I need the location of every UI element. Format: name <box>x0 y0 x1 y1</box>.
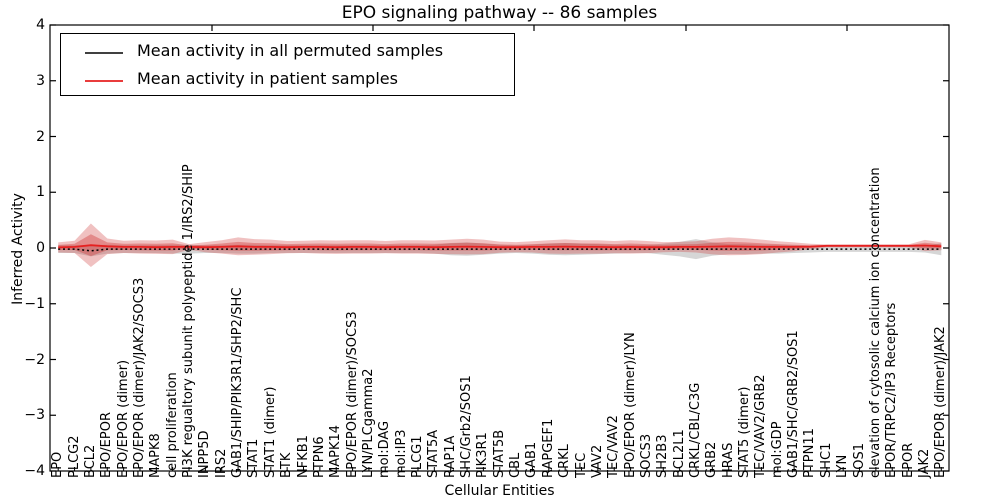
x-axis-label: Cellular Entities <box>444 483 555 499</box>
x-tick-label: EPO/EPOR (dimer)/SOCS3 <box>344 311 360 478</box>
x-tick-label: JAK2 <box>916 448 932 478</box>
x-tick-label: STAT1 <box>246 438 262 478</box>
x-tick-label: PLCG1 <box>409 435 425 478</box>
x-tick-label: STAT5A <box>426 429 442 478</box>
y-tick-label: 1 <box>36 184 45 201</box>
y-tick-label: −3 <box>24 407 45 424</box>
x-tick-label: STAT5B <box>491 429 507 478</box>
x-tick-label: EPO/EPOR <box>99 412 115 478</box>
x-tick-label: IRS2 <box>213 448 229 478</box>
x-tick-label: EPOR <box>900 442 916 478</box>
x-tick-label: PI3K regualtory subunit polypeptide 1/IR… <box>181 164 197 478</box>
chart-title: EPO signaling pathway -- 86 samples <box>341 3 658 23</box>
x-tick-label: EPO/EPOR (dimer)/LYN <box>622 332 638 478</box>
x-tick-label: elevation of cytosolic calcium ion conce… <box>867 167 883 478</box>
x-tick-label: EPO/EPOR (dimer)/JAK2 <box>933 326 949 478</box>
x-tick-label: MAPK8 <box>148 433 164 478</box>
x-tick-label: SOS1 <box>851 442 867 478</box>
x-tick-label: SHC/Grb2/SOS1 <box>459 375 475 478</box>
x-tick-label: RAPGEF1 <box>540 418 556 478</box>
x-tick-label: PIK3R1 <box>475 432 491 478</box>
x-tick-label: GAB1/SHIP/PIK3R1/SHP2/SHC <box>230 287 246 478</box>
x-tick-label: LYN/PLCgamma2 <box>360 368 376 478</box>
x-tick-label: SH2B3 <box>655 434 671 479</box>
x-tick-label: NFKB1 <box>295 435 311 478</box>
x-tick-label: EPOR/TRPC2/IP3 Receptors <box>884 302 900 478</box>
x-tick-label: BCL2L1 <box>671 429 687 478</box>
permuted-mean-line <box>58 248 942 252</box>
x-tick-label: MAPK14 <box>328 424 344 478</box>
x-tick-label: EPO/EPOR (dimer)/JAK2/SOCS3 <box>131 277 147 478</box>
y-tick-label: 4 <box>36 17 45 33</box>
y-tick-label: 2 <box>36 128 45 145</box>
x-tick-label: GAB1 <box>524 441 540 478</box>
x-tick-label: GRB2 <box>704 441 720 478</box>
x-tick-label: CBL <box>508 452 524 478</box>
legend-row-permuted: Mean activity in all permuted samples <box>61 38 514 66</box>
x-tick-label: TEC/VAV2 <box>606 415 622 478</box>
x-tick-label: mol:GDP <box>769 421 785 478</box>
x-tick-label: GAB1/SHC/GRB2/SOS1 <box>786 330 802 478</box>
x-tick-label: CRKL <box>557 444 573 478</box>
x-tick-label: PTPN6 <box>311 436 327 478</box>
x-tick-label: CRKL/CBL/C3G <box>687 382 703 478</box>
x-tick-label: SHC1 <box>818 442 834 478</box>
x-tick-label: mol:IP3 <box>393 429 409 478</box>
legend-line-patient <box>85 80 123 82</box>
x-tick-label: mol:DAG <box>377 420 393 478</box>
y-tick-label: −2 <box>24 351 45 368</box>
x-tick-label: PTPN11 <box>802 428 818 478</box>
x-tick-label: RAP1A <box>442 435 458 478</box>
legend-label-patient: Mean activity in patient samples <box>137 69 398 88</box>
y-tick-label: −4 <box>24 463 45 479</box>
x-tick-label: INPP5D <box>197 430 213 478</box>
x-tick-label: PLCG2 <box>66 435 82 478</box>
x-tick-label: STAT5 (dimer) <box>737 386 753 478</box>
x-tick-label: EPO <box>50 451 66 478</box>
y-tick-label: 3 <box>36 72 45 89</box>
x-tick-label: BCL2 <box>82 444 98 478</box>
y-tick-label: −1 <box>24 295 45 312</box>
patient-mean-line <box>58 244 942 249</box>
x-tick-label: TEC <box>573 452 589 478</box>
x-tick-label: TEC/VAV2/GRB2 <box>753 374 769 478</box>
legend: Mean activity in all permuted samples Me… <box>60 33 515 96</box>
x-tick-label: VAV2 <box>589 444 605 478</box>
x-tick-label: HRAS <box>720 442 736 478</box>
legend-label-permuted: Mean activity in all permuted samples <box>137 41 444 60</box>
x-tick-label: BTK <box>279 452 295 478</box>
x-tick-label: cell proliferation <box>164 372 180 478</box>
legend-line-permuted <box>85 52 123 54</box>
patient-samples-spread-outer-band <box>58 223 942 267</box>
x-tick-label: LYN <box>835 454 851 478</box>
legend-row-patient: Mean activity in patient samples <box>61 66 514 94</box>
patient-samples-spread-inner-band <box>58 234 942 257</box>
y-tick-label: 0 <box>36 240 45 256</box>
x-tick-label: EPO/EPOR (dimer) <box>115 359 131 478</box>
x-tick-label: STAT1 (dimer) <box>262 386 278 478</box>
x-tick-label: SOCS3 <box>638 433 654 478</box>
